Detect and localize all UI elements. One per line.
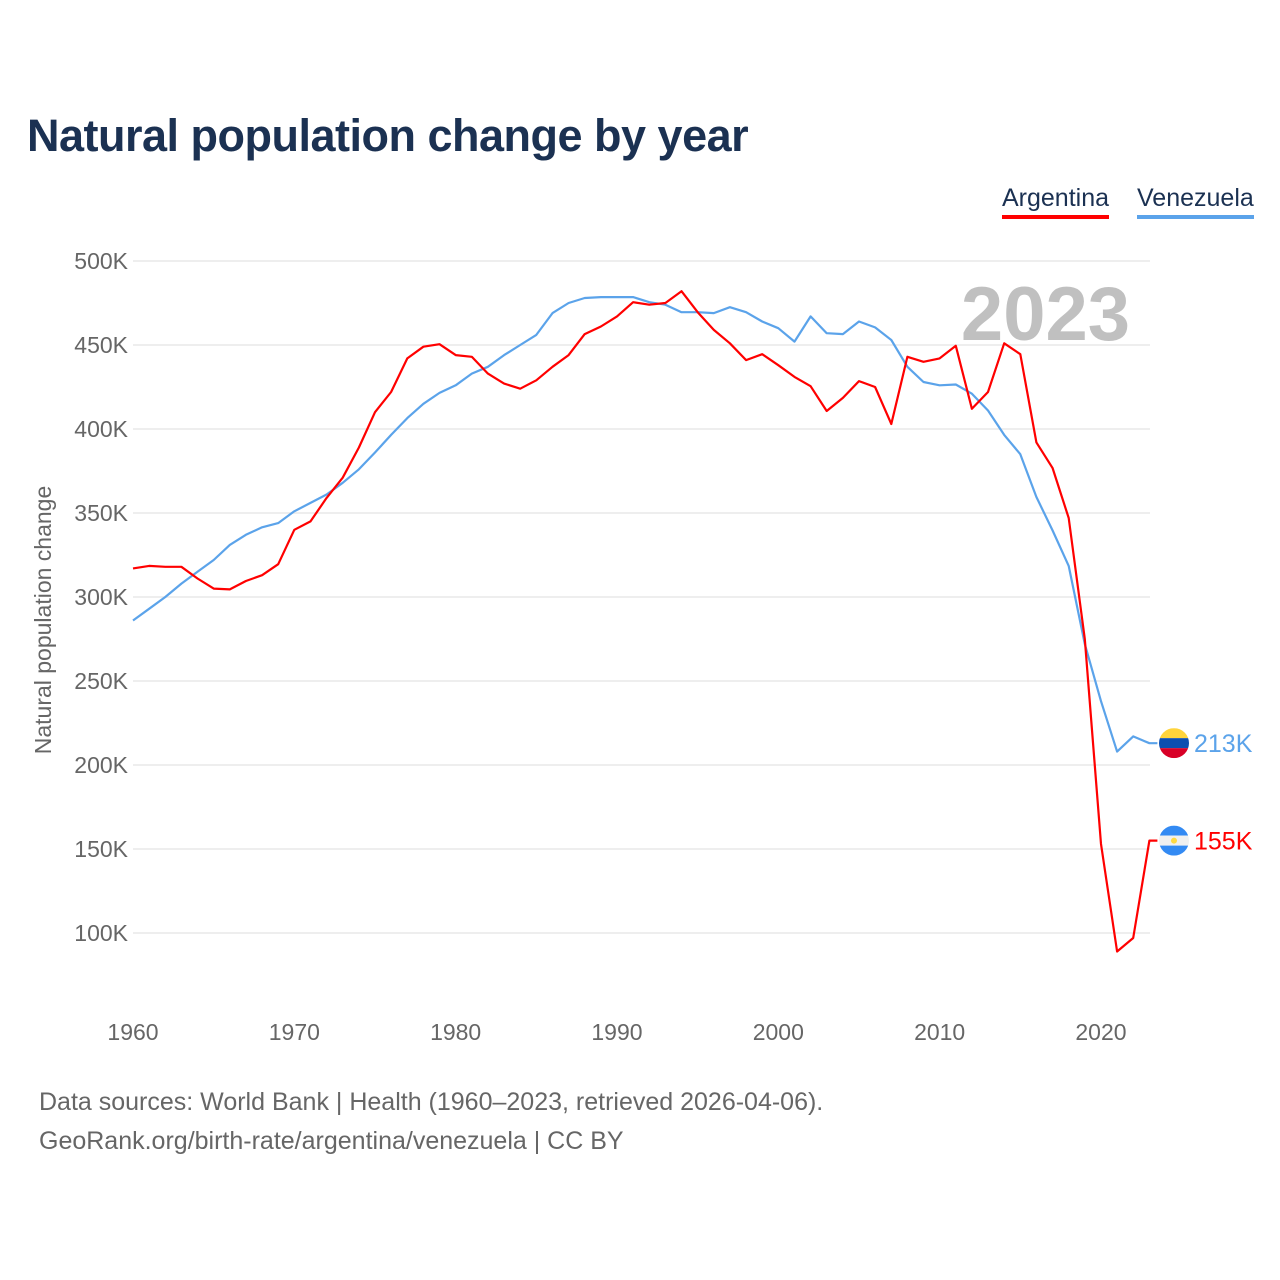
argentina-flag-icon: [1159, 825, 1189, 856]
x-tick-label: 1970: [269, 1019, 320, 1045]
x-tick-label: 2020: [1075, 1019, 1126, 1045]
legend-argentina[interactable]: Argentina: [1002, 184, 1110, 219]
venezuela-flag-icon: [1159, 728, 1189, 759]
y-tick-label: 100K: [74, 920, 128, 946]
series-line-argentina: [132, 290, 1158, 953]
y-tick-label: 400K: [74, 416, 128, 442]
y-axis-label: Natural population change: [30, 486, 56, 755]
attribution-link[interactable]: GeoRank.org/birth-rate/argentina/venezue…: [39, 1127, 624, 1155]
y-tick-label: 450K: [74, 332, 128, 358]
series-line-venezuela: [132, 296, 1158, 753]
y-tick-label: 200K: [74, 752, 128, 778]
end-value-label-argentina: 155K: [1194, 828, 1253, 856]
y-tick-label: 300K: [74, 584, 128, 610]
end-value-label-venezuela: 213K: [1194, 730, 1253, 758]
x-tick-label: 1990: [591, 1019, 642, 1045]
y-tick-label: 250K: [74, 668, 128, 694]
data-source-note: Data sources: World Bank | Health (1960–…: [39, 1088, 824, 1116]
year-watermark: 2023: [961, 272, 1130, 357]
x-tick-label: 1960: [107, 1019, 158, 1045]
chart-title: Natural population change by year: [27, 110, 749, 161]
y-tick-label: 500K: [74, 248, 128, 274]
x-tick-label: 2000: [753, 1019, 804, 1045]
y-tick-label: 350K: [74, 500, 128, 526]
x-tick-label: 2010: [914, 1019, 965, 1045]
y-tick-label: 150K: [74, 836, 128, 862]
x-tick-label: 1980: [430, 1019, 481, 1045]
legend-venezuela[interactable]: Venezuela: [1137, 184, 1254, 219]
